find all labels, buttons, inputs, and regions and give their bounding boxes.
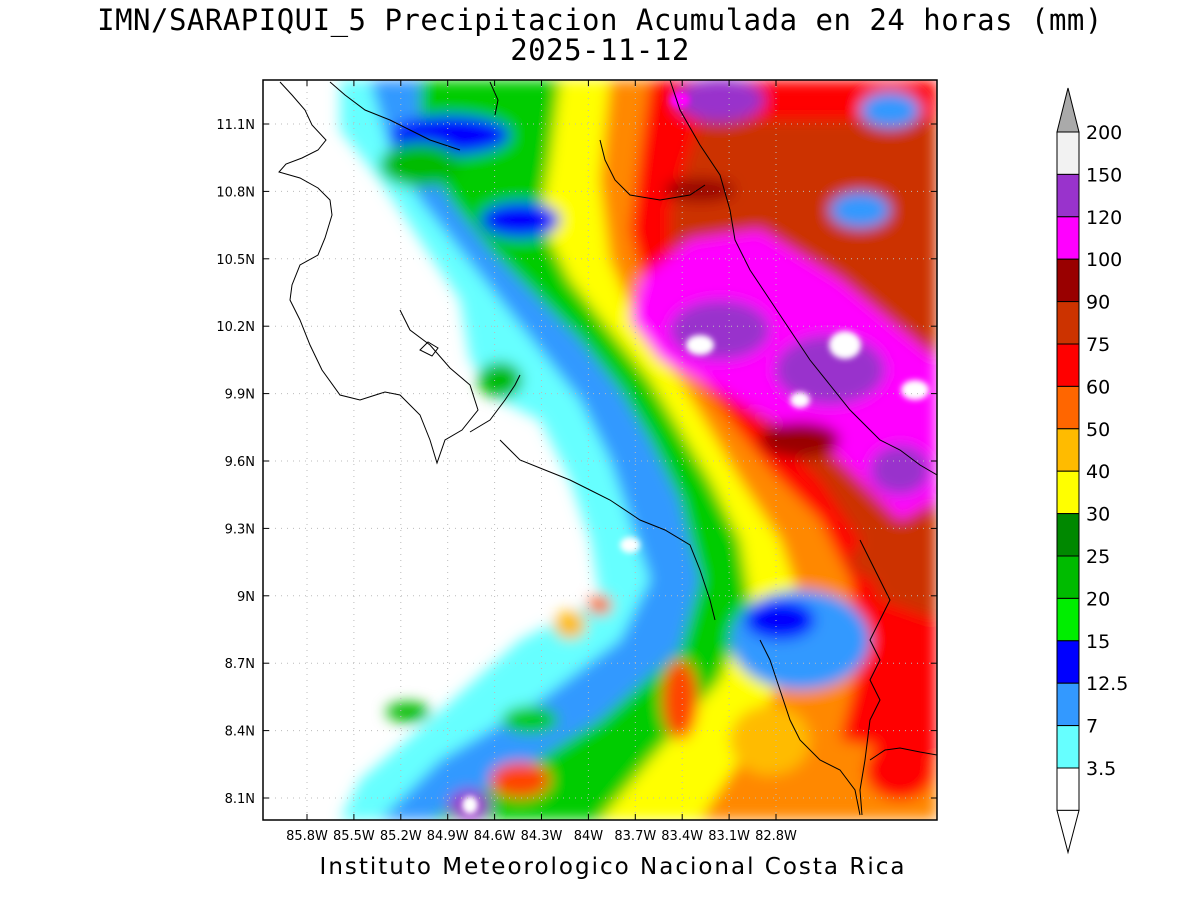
legend-label: 90 <box>1086 292 1110 314</box>
legend-swatch <box>1056 513 1080 557</box>
legend-swatch <box>1056 682 1080 727</box>
legend-swatch <box>1056 555 1080 599</box>
lat-tick-label: 9.3N <box>225 522 255 537</box>
map-date: 2025-11-12 <box>510 33 690 67</box>
lon-tick-label: 84.3W <box>521 829 563 844</box>
lat-tick-label: 10.8N <box>216 185 255 200</box>
precipitation-field <box>263 80 937 820</box>
legend-label: 12.5 <box>1086 673 1128 695</box>
lon-tick-label: 85.2W <box>380 829 422 844</box>
map-frame <box>262 79 938 821</box>
footer-credit: Instituto Meteorologico Nacional Costa R… <box>319 854 907 880</box>
lat-tick-label: 8.1N <box>225 792 255 807</box>
lon-tick-label: 84.6W <box>474 829 516 844</box>
legend-label: 50 <box>1086 419 1110 441</box>
legend-label: 120 <box>1086 207 1122 229</box>
coastline-borders <box>278 80 937 816</box>
lat-tick-label: 10.2N <box>216 320 255 335</box>
map-title: IMN/SARAPIQUI_5 Precipitacion Acumulada … <box>97 3 1103 37</box>
legend-swatch <box>1056 725 1080 769</box>
legend-label: 150 <box>1086 164 1122 186</box>
legend-swatch <box>1056 640 1080 684</box>
legend-swatch <box>1056 385 1080 430</box>
lon-tick-label: 83.4W <box>661 829 703 844</box>
lat-tick-label: 11.1N <box>216 118 255 133</box>
legend-label: 20 <box>1086 588 1110 610</box>
map-grid <box>263 80 937 820</box>
lat-tick-label: 8.4N <box>225 725 255 740</box>
legend-swatch <box>1056 767 1080 811</box>
legend-swatch <box>1056 301 1080 345</box>
legend-swatch <box>1056 470 1080 515</box>
legend-swatch <box>1056 343 1080 387</box>
legend-label: 200 <box>1086 122 1122 144</box>
legend-label: 3.5 <box>1086 758 1116 780</box>
legend-label: 100 <box>1086 249 1122 271</box>
legend-label: 60 <box>1086 376 1110 398</box>
lat-tick-label: 9.6N <box>225 455 255 470</box>
lat-tick-label: 9N <box>237 590 255 605</box>
legend-label: 40 <box>1086 461 1110 483</box>
legend-swatch <box>1056 173 1080 218</box>
lon-tick-label: 84W <box>574 829 604 844</box>
lon-tick-label: 82.8W <box>755 829 797 844</box>
legend-label: 15 <box>1086 631 1110 653</box>
longitude-axis: 85.8W 85.5W 85.2W 84.9W 84.6W 84.3W 84W 83.7W 83… <box>286 80 797 844</box>
lon-tick-label: 85.5W <box>333 829 375 844</box>
lon-tick-label: 83.7W <box>614 829 656 844</box>
legend-swatch <box>1056 131 1080 175</box>
lon-tick-label: 85.8W <box>286 829 328 844</box>
legend-label: 7 <box>1086 716 1098 738</box>
color-legend: 200 150 120 100 90 75 60 50 40 30 25 20 15 12.5 7 3.5 <box>1056 87 1128 855</box>
latitude-axis: 11.1N 10.8N 10.5N 10.2N 9.9N 9.6N 9.3N 9N 8.7N 8.… <box>216 118 937 807</box>
lat-tick-label: 8.7N <box>225 657 255 672</box>
legend-swatch <box>1056 428 1080 472</box>
legend-swatch <box>1056 597 1080 642</box>
legend-swatch <box>1056 258 1080 303</box>
lat-tick-label: 9.9N <box>225 388 255 403</box>
lon-tick-label: 84.9W <box>427 829 469 844</box>
legend-label: 25 <box>1086 546 1110 568</box>
legend-label: 75 <box>1086 334 1110 356</box>
lat-tick-label: 10.5N <box>216 253 255 268</box>
legend-over-arrow <box>1056 87 1080 133</box>
legend-swatch <box>1056 216 1080 260</box>
legend-label: 30 <box>1086 504 1110 526</box>
legend-under-arrow <box>1056 809 1080 855</box>
lon-tick-label: 83.1W <box>708 829 750 844</box>
